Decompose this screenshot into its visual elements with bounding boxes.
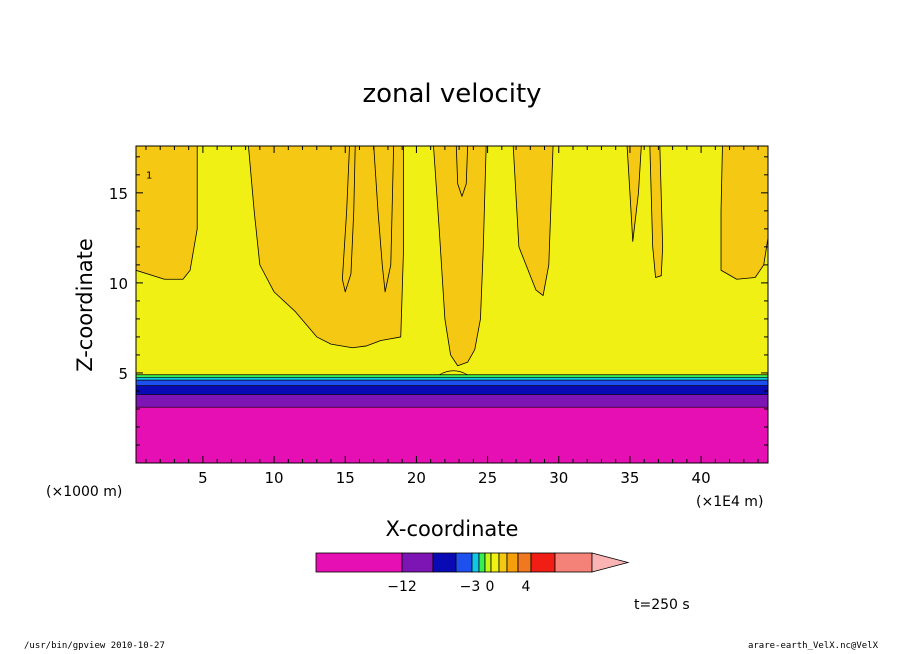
y-tick-label: 10 [109, 275, 128, 293]
contour-band-5 [136, 374, 768, 378]
x-tick-label: 20 [407, 469, 426, 487]
orange-region-7 [626, 146, 642, 242]
orange-region-3 [341, 146, 356, 293]
colorbar-label: −12 [387, 579, 417, 595]
footer-right: arare-earth_VelX.nc@VelX [747, 641, 878, 651]
colorbar-swatch-6 [484, 552, 492, 573]
x-unit-right: (×1E4 m) [696, 494, 763, 510]
time-label: t=250 s [634, 597, 690, 613]
colorbar-swatch-8 [498, 552, 508, 573]
x-tick-label: 5 [198, 469, 208, 487]
colorbar-arrow [591, 552, 630, 573]
x-tick-label: 30 [549, 469, 568, 487]
y-tick-label: 15 [109, 185, 128, 203]
contour-band-0 [136, 407, 768, 463]
orange-region-4 [433, 146, 487, 367]
orange-region-6 [512, 146, 554, 296]
chart-title: zonal velocity [362, 79, 541, 109]
x-axis-label: X-coordinate [386, 517, 519, 541]
colorbar-swatch-12 [554, 552, 593, 573]
y-tick-label: 5 [118, 365, 128, 383]
x-tick-label: 40 [692, 469, 711, 487]
colorbar-swatch-5 [478, 552, 486, 573]
colorbar-label: 4 [522, 579, 531, 595]
colorbar-label: 0 [486, 579, 495, 595]
y-axis-label: Z-coordinate [73, 238, 97, 372]
contour-band-2 [136, 385, 768, 395]
contour-band-4 [136, 377, 768, 381]
orange-region-1 [248, 146, 405, 349]
contour-band-1 [136, 394, 768, 408]
colorbar-swatch-4 [471, 552, 480, 573]
colorbar-label: −3 [460, 579, 481, 595]
orange-region-0 [136, 146, 198, 280]
x-unit-left: (×1000 m) [46, 484, 122, 500]
x-tick-label: 10 [265, 469, 284, 487]
contour-ripple [439, 370, 468, 376]
x-tick-label: 35 [620, 469, 639, 487]
footer-left: /usr/bin/gpview 2010-10-27 [24, 641, 165, 651]
colorbar-swatch-11 [530, 552, 556, 573]
orange-region-5 [455, 146, 469, 197]
orange-region-8 [649, 146, 664, 278]
colorbar-swatch-3 [455, 552, 473, 573]
contour-band-3 [136, 380, 768, 386]
orange-region-2 [373, 146, 395, 293]
colorbar-swatch-10 [517, 552, 532, 573]
x-tick-label: 25 [478, 469, 497, 487]
contour-value-label: 1 [146, 170, 152, 181]
colorbar: −12 −3 0 4 [315, 552, 630, 595]
colorbar-swatch-7 [490, 552, 500, 573]
plot-fill: 1 [136, 146, 768, 463]
colorbar-swatch-1 [401, 552, 434, 573]
colorbar-swatch-0 [315, 552, 403, 573]
x-tick-label: 15 [336, 469, 355, 487]
colorbar-swatch-9 [506, 552, 519, 573]
colorbar-swatch-2 [432, 552, 457, 573]
plot-frame [135, 145, 769, 464]
orange-region-9 [720, 146, 768, 280]
